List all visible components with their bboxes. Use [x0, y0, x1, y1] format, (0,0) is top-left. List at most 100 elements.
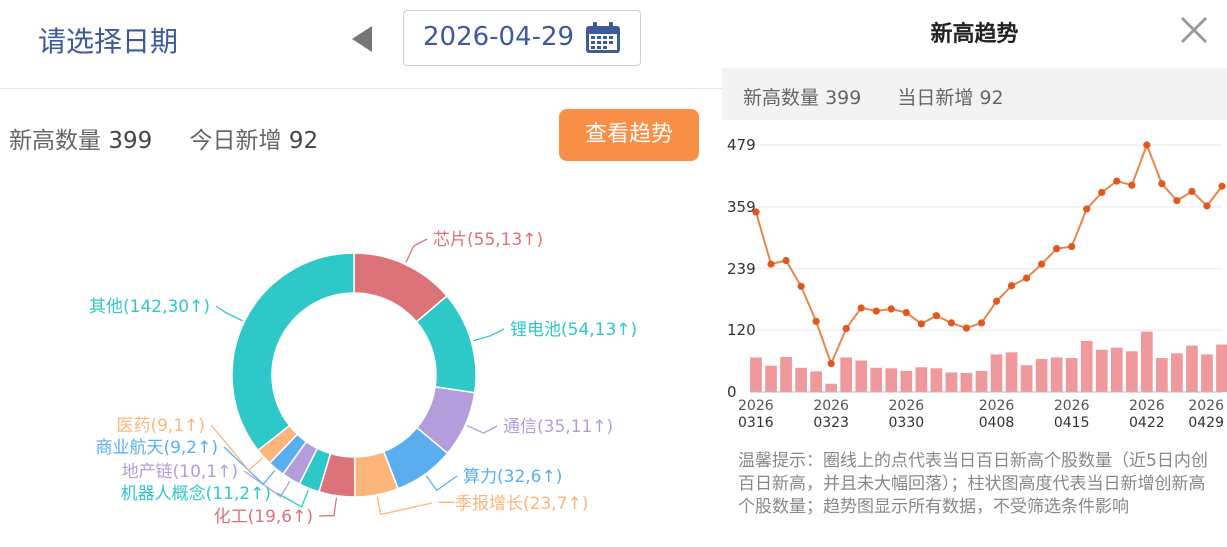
- trend-point: [842, 324, 850, 333]
- bar: [1201, 354, 1213, 392]
- trend-point: [782, 256, 790, 265]
- bar: [1216, 344, 1227, 392]
- bar: [885, 368, 898, 392]
- trend-point: [1188, 187, 1196, 196]
- trend-point: [872, 307, 880, 315]
- bar: [1035, 358, 1048, 392]
- bar: [780, 356, 792, 392]
- x-tick-date: 0408: [979, 415, 1015, 431]
- bar: [1156, 357, 1168, 392]
- trend-point: [1218, 182, 1226, 190]
- slice-label: 商业航天(9,2↑): [95, 438, 218, 458]
- slice-leader-line: [473, 328, 505, 342]
- slice-leader-line: [276, 490, 309, 508]
- date-title: 请选择日期: [38, 25, 179, 58]
- bar: [855, 360, 868, 392]
- left-panel: 请选择日期 2026-04-29 新高数量 399 今日新增 92 查看趋势 芯…: [0, 0, 722, 527]
- y-tick-label: 239: [727, 260, 756, 278]
- trend-point: [1128, 181, 1136, 189]
- slice-label: 算力(32,6↑): [463, 467, 562, 487]
- prev-date-icon[interactable]: [352, 26, 372, 52]
- view-trend-button[interactable]: 查看趋势: [559, 109, 699, 161]
- close-icon[interactable]: [1178, 14, 1210, 46]
- trend-point: [767, 260, 775, 268]
- date-picker[interactable]: 2026-04-29: [403, 10, 641, 66]
- x-tick-year: 2026: [979, 398, 1015, 414]
- bar: [915, 367, 928, 392]
- date-value: 2026-04-29: [423, 22, 575, 52]
- x-tick-year: 2026: [1129, 398, 1165, 414]
- trend-point: [1022, 274, 1031, 282]
- x-tick-date: 0429: [1188, 415, 1224, 431]
- trend-point: [932, 312, 940, 320]
- y-tick-label: 479: [727, 136, 756, 154]
- trend-point: [827, 360, 835, 368]
- slice-label: 其他(142,30↑): [89, 297, 210, 317]
- bar: [1005, 352, 1018, 392]
- trend-point: [1083, 205, 1091, 213]
- trend-point: [1038, 260, 1046, 268]
- bar: [1065, 357, 1078, 392]
- calendar-icon[interactable]: [584, 21, 622, 55]
- trend-chart: 0120239359479202603162026032320260330202…: [727, 136, 1227, 431]
- trend-point: [887, 305, 895, 313]
- bar: [1171, 353, 1183, 392]
- trend-point: [1098, 188, 1106, 197]
- x-tick-year: 2026: [1054, 398, 1090, 414]
- bar: [750, 357, 762, 392]
- bar: [1050, 357, 1063, 392]
- trend-point: [1007, 282, 1016, 290]
- date-bar: 请选择日期 2026-04-29: [0, 0, 722, 89]
- tip-text: 温馨提示：圈线上的点代表当日百日新高个股数量（近5日内创百日新高，并且未大幅回落…: [738, 451, 1208, 517]
- trend-today-value: 92: [979, 87, 1004, 109]
- trend-point: [1158, 180, 1166, 188]
- trend-point: [977, 319, 986, 327]
- slice-label: 机器人概念(11,2↑): [121, 483, 271, 504]
- bar: [1140, 331, 1153, 392]
- bar: [975, 370, 988, 392]
- bar: [945, 372, 958, 392]
- bar: [1080, 340, 1093, 392]
- x-tick-date: 0422: [1129, 415, 1165, 431]
- bar: [795, 367, 807, 392]
- bar: [825, 383, 838, 392]
- slice-leader-line: [223, 446, 276, 486]
- slice-leader-line: [215, 305, 243, 322]
- slice-leader-line: [318, 497, 338, 517]
- bar: [1186, 345, 1198, 392]
- trend-stats: 新高数量 399 当日新增 92: [722, 68, 1227, 120]
- trend-line: [755, 142, 1223, 367]
- bar: [1110, 347, 1123, 392]
- x-tick-year: 2026: [889, 398, 925, 414]
- x-tick-date: 0415: [1054, 415, 1090, 431]
- bar: [870, 367, 883, 392]
- trend-point: [1173, 197, 1181, 205]
- y-tick-label: 359: [727, 198, 756, 216]
- slice-leader-line: [425, 475, 458, 492]
- bar: [1020, 365, 1033, 392]
- bar: [900, 370, 913, 392]
- bar: [1125, 351, 1138, 392]
- donut-slice: [231, 252, 355, 452]
- trend-point: [1113, 177, 1121, 185]
- trend-point: [992, 297, 1001, 305]
- bar: [810, 371, 822, 392]
- bar: [930, 368, 943, 392]
- trend-point: [1203, 202, 1211, 210]
- trend-panel-title: 新高趋势: [930, 22, 1019, 47]
- slice-label: 锂电池(54,13↑): [510, 320, 637, 340]
- bar: [960, 372, 973, 392]
- slice-label: 化工(19,6↑): [214, 507, 313, 527]
- bar: [840, 357, 853, 392]
- x-tick-year: 2026: [813, 398, 849, 414]
- x-tick-date: 0323: [813, 415, 849, 431]
- trend-point: [962, 324, 971, 332]
- trend-new-high-label: 新高数量: [743, 87, 820, 109]
- slice-label: 通信(35,11↑): [503, 417, 613, 437]
- x-tick-year: 2026: [1188, 398, 1224, 414]
- slice-leader-line: [376, 496, 433, 516]
- trend-point: [1068, 242, 1076, 251]
- bar: [765, 365, 777, 392]
- slice-label: 芯片(55,13↑): [433, 230, 543, 250]
- slice-label: 医药(9,1↑): [116, 416, 205, 436]
